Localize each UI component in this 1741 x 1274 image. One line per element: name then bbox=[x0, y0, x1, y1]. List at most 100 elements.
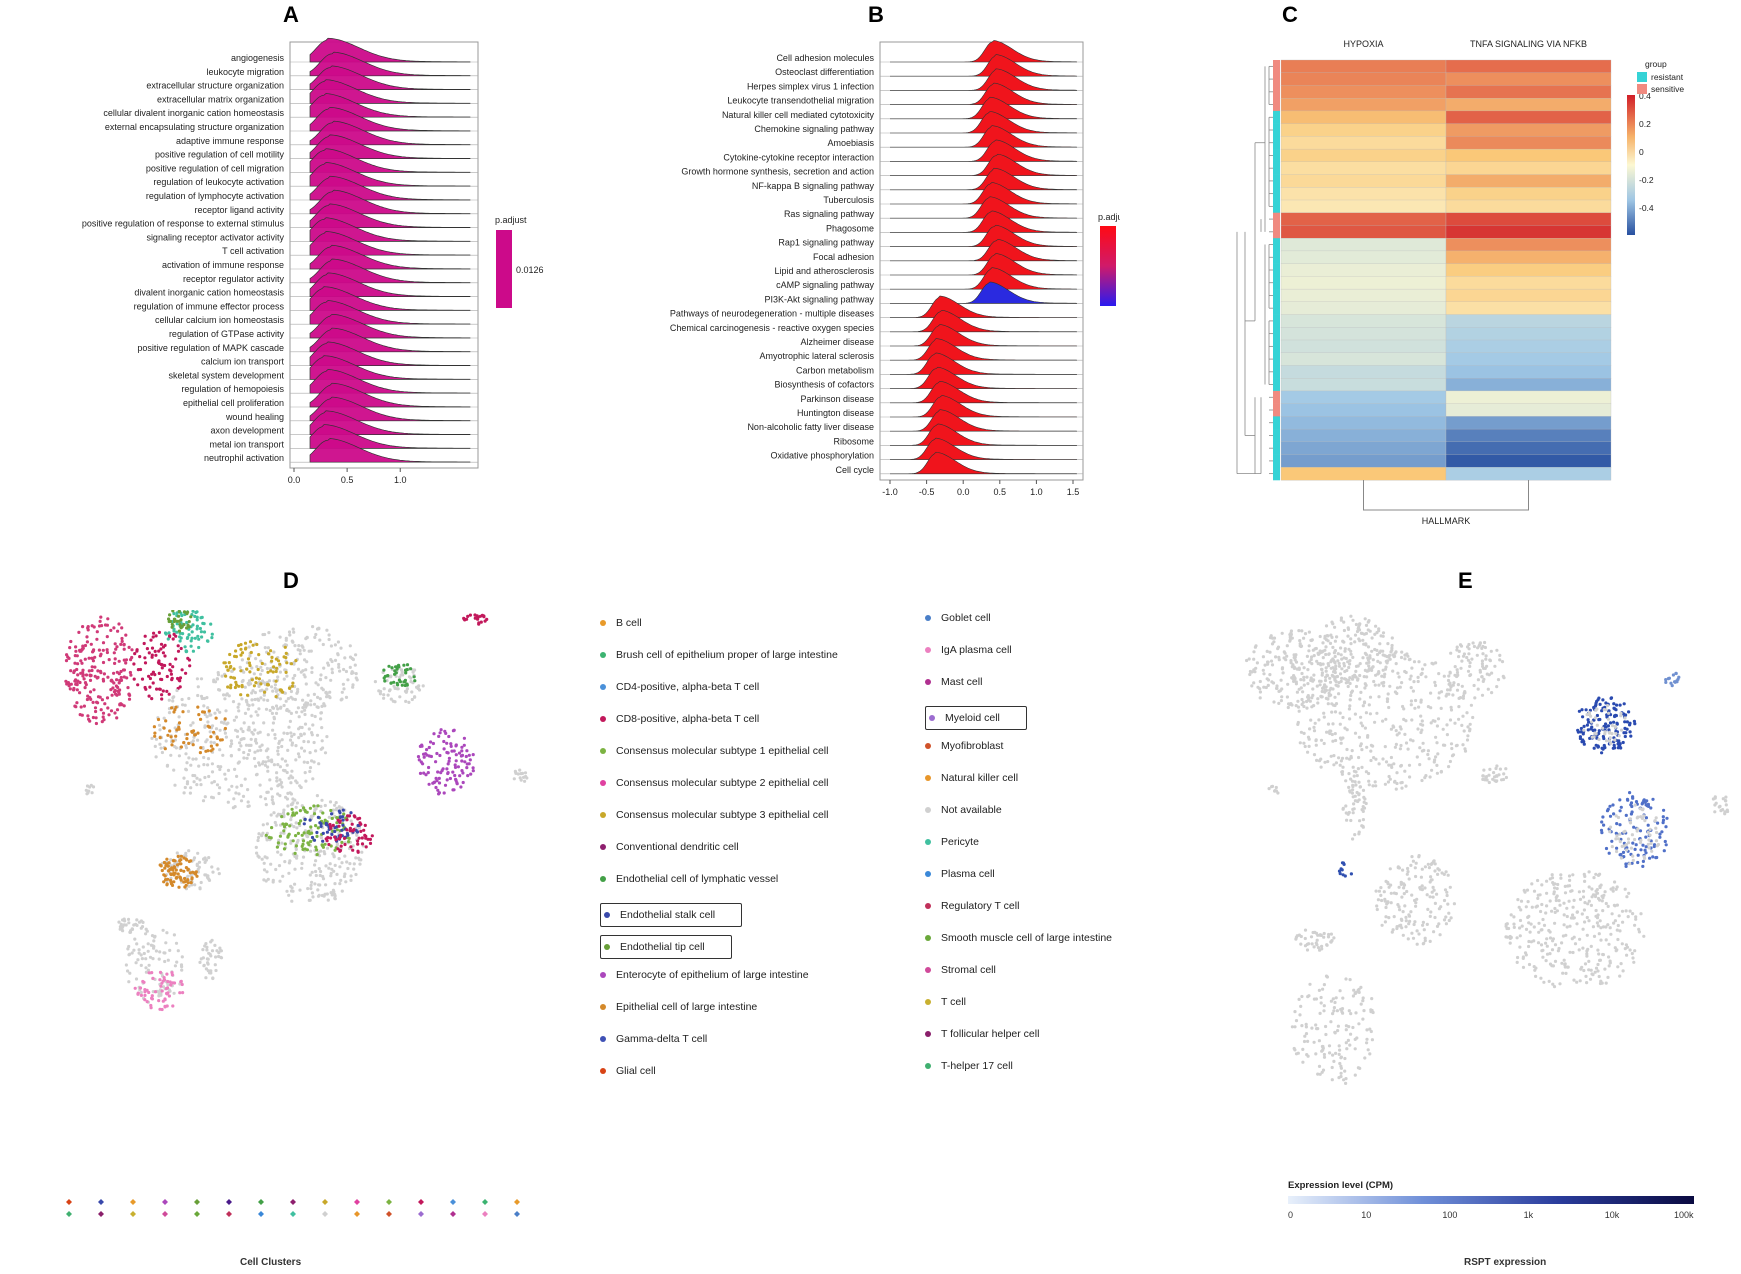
umap-e-point bbox=[1497, 773, 1501, 777]
umap-e-point bbox=[1351, 765, 1355, 769]
umap-d-point bbox=[368, 841, 373, 845]
panel-e-scale-tick: 100 bbox=[1442, 1210, 1458, 1220]
umap-d-point bbox=[173, 866, 177, 870]
umap-d-point bbox=[169, 858, 173, 862]
umap-d-point bbox=[287, 893, 291, 897]
umap-e-point bbox=[1625, 953, 1629, 957]
umap-e-point bbox=[1356, 1066, 1360, 1070]
umap-d-cluster bbox=[117, 917, 145, 934]
umap-e-point bbox=[1631, 795, 1635, 799]
legend-label: Enterocyte of epithelium of large intest… bbox=[616, 969, 809, 981]
umap-e-point bbox=[1417, 932, 1421, 936]
umap-e-point bbox=[1337, 869, 1342, 873]
umap-e-point bbox=[1563, 962, 1567, 966]
umap-d-point bbox=[272, 811, 276, 815]
umap-e-point bbox=[1380, 681, 1384, 685]
umap-e-point bbox=[1386, 642, 1390, 646]
umap-e-point bbox=[1585, 981, 1589, 985]
umap-e-point bbox=[1518, 934, 1522, 938]
umap-e-point bbox=[1367, 771, 1371, 776]
panel-a-ridge bbox=[309, 327, 471, 353]
umap-e-point bbox=[1353, 780, 1357, 784]
umap-d-point bbox=[416, 755, 421, 759]
umap-e-point bbox=[1333, 695, 1337, 699]
umap-d-point bbox=[246, 788, 250, 792]
umap-d-point bbox=[144, 927, 148, 931]
umap-e-point bbox=[1476, 678, 1480, 682]
umap-e-point bbox=[1481, 652, 1485, 656]
umap-d-point bbox=[237, 702, 241, 706]
umap-d-point bbox=[267, 679, 272, 683]
umap-e-point bbox=[1449, 705, 1453, 709]
umap-e-point bbox=[1606, 923, 1610, 927]
panel-b-xtick-label: 1.5 bbox=[1067, 487, 1080, 495]
umap-e-point bbox=[1321, 641, 1325, 645]
umap-d-point bbox=[341, 823, 345, 827]
umap-e-point bbox=[1504, 935, 1508, 939]
umap-d-point bbox=[300, 861, 304, 866]
panel-c-cell bbox=[1445, 276, 1612, 290]
umap-d-point bbox=[256, 838, 260, 843]
legend-item: Goblet cell bbox=[925, 610, 991, 626]
panel-b-term-label: Rap1 signaling pathway bbox=[778, 238, 874, 248]
umap-e-point bbox=[1348, 978, 1352, 982]
umap-d-point bbox=[163, 631, 168, 635]
umap-e-point bbox=[1429, 910, 1433, 914]
umap-d-point bbox=[317, 867, 321, 871]
umap-d-point bbox=[102, 718, 106, 722]
umap-e-point bbox=[1585, 954, 1589, 958]
umap-d-point bbox=[289, 689, 293, 694]
umap-d-point bbox=[163, 866, 167, 870]
umap-e-point bbox=[1631, 956, 1635, 960]
umap-e-point bbox=[1423, 663, 1427, 667]
umap-e-point bbox=[1334, 1051, 1338, 1055]
umap-e-point bbox=[1523, 890, 1527, 894]
umap-e-point bbox=[1596, 948, 1600, 952]
umap-d-point bbox=[354, 872, 358, 877]
umap-d-point bbox=[196, 851, 200, 855]
umap-e-point bbox=[1391, 653, 1395, 657]
umap-d-point bbox=[266, 790, 270, 794]
umap-d-point bbox=[290, 899, 294, 903]
umap-d-point bbox=[398, 675, 402, 679]
umap-e-point bbox=[1325, 943, 1329, 947]
umap-d-point bbox=[418, 744, 422, 748]
panel-c-col-label: TNFA SIGNALING VIA NFKB bbox=[1470, 39, 1587, 49]
umap-d-point bbox=[295, 801, 299, 805]
umap-d-point bbox=[308, 806, 312, 810]
umap-e-point bbox=[1525, 888, 1530, 892]
umap-d-point bbox=[254, 845, 258, 849]
umap-d-point bbox=[315, 733, 320, 737]
cluster-dot bbox=[354, 1211, 360, 1217]
umap-e-point bbox=[1501, 777, 1506, 782]
umap-e-point bbox=[1341, 806, 1345, 810]
umap-e-point bbox=[1613, 919, 1617, 923]
umap-d-point bbox=[197, 764, 201, 768]
panel-c-cell bbox=[1280, 59, 1447, 74]
panel-c-cell bbox=[1280, 238, 1447, 252]
umap-e-point bbox=[1611, 889, 1615, 893]
umap-d-point bbox=[289, 781, 293, 785]
umap-d-point bbox=[112, 626, 116, 630]
umap-e-point bbox=[1726, 809, 1730, 814]
umap-d-point bbox=[106, 675, 110, 679]
umap-d-point bbox=[347, 836, 351, 840]
umap-d-point bbox=[282, 829, 286, 833]
umap-d-point bbox=[432, 732, 436, 736]
umap-d-point bbox=[259, 696, 263, 700]
umap-e-point bbox=[1391, 724, 1395, 728]
umap-e-point bbox=[1344, 1028, 1348, 1032]
umap-d-point bbox=[97, 624, 102, 628]
umap-d-point bbox=[281, 811, 286, 815]
umap-e-point bbox=[1363, 686, 1367, 690]
umap-d-point bbox=[187, 658, 191, 662]
umap-d-point bbox=[319, 804, 323, 808]
umap-e-point bbox=[1343, 874, 1347, 878]
umap-d-point bbox=[386, 693, 390, 697]
umap-d-point bbox=[176, 614, 181, 618]
cluster-dot bbox=[258, 1199, 264, 1205]
umap-e-point bbox=[1590, 720, 1594, 724]
umap-d-point bbox=[413, 679, 417, 683]
umap-e-point bbox=[1541, 955, 1545, 959]
umap-e-point bbox=[1444, 915, 1448, 919]
